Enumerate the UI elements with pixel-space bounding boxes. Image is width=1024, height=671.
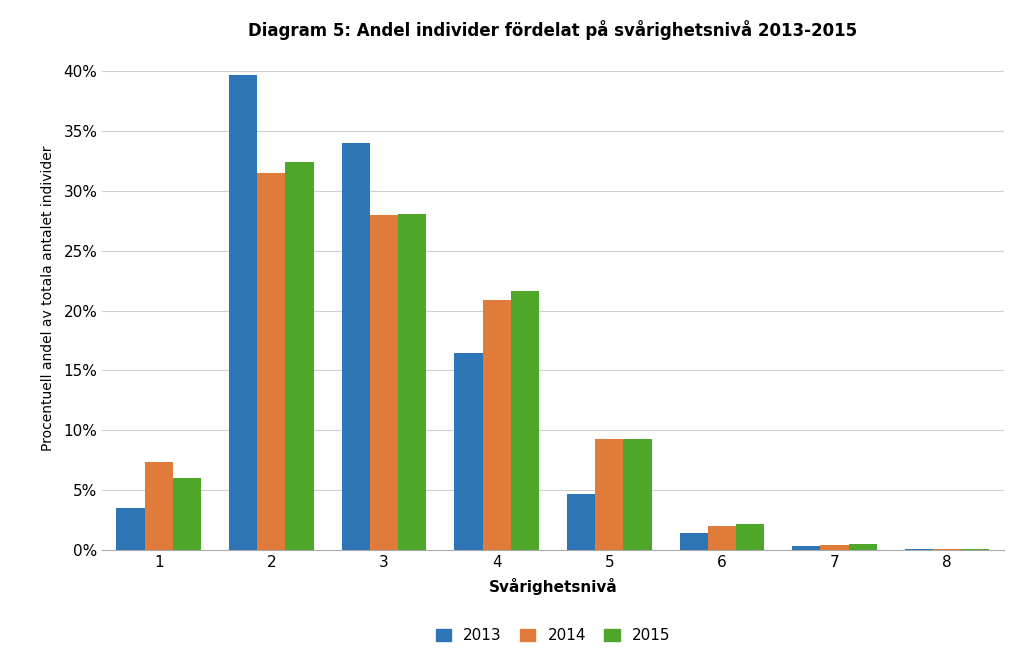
- Bar: [229, 74, 257, 550]
- X-axis label: Svårighetsnivå: Svårighetsnivå: [488, 578, 617, 595]
- Bar: [820, 545, 849, 550]
- Bar: [595, 439, 624, 550]
- Bar: [257, 172, 286, 550]
- Bar: [708, 526, 736, 550]
- Bar: [482, 300, 511, 550]
- Bar: [398, 213, 426, 550]
- Bar: [933, 549, 962, 550]
- Bar: [567, 494, 595, 550]
- Bar: [455, 352, 482, 550]
- Bar: [173, 478, 201, 550]
- Title: Diagram 5: Andel individer fördelat på svårighetsnivå 2013-2015: Diagram 5: Andel individer fördelat på s…: [249, 20, 857, 40]
- Bar: [736, 524, 764, 550]
- Bar: [286, 162, 313, 550]
- Bar: [370, 215, 398, 550]
- Y-axis label: Procentuell andel av totala antalet individer: Procentuell andel av totala antalet indi…: [41, 146, 55, 452]
- Bar: [849, 544, 877, 550]
- Bar: [117, 509, 144, 550]
- Bar: [793, 546, 820, 550]
- Bar: [144, 462, 173, 550]
- Bar: [624, 439, 651, 550]
- Bar: [962, 549, 989, 550]
- Bar: [680, 533, 708, 550]
- Bar: [511, 291, 539, 550]
- Bar: [342, 143, 370, 550]
- Legend: 2013, 2014, 2015: 2013, 2014, 2015: [435, 628, 671, 643]
